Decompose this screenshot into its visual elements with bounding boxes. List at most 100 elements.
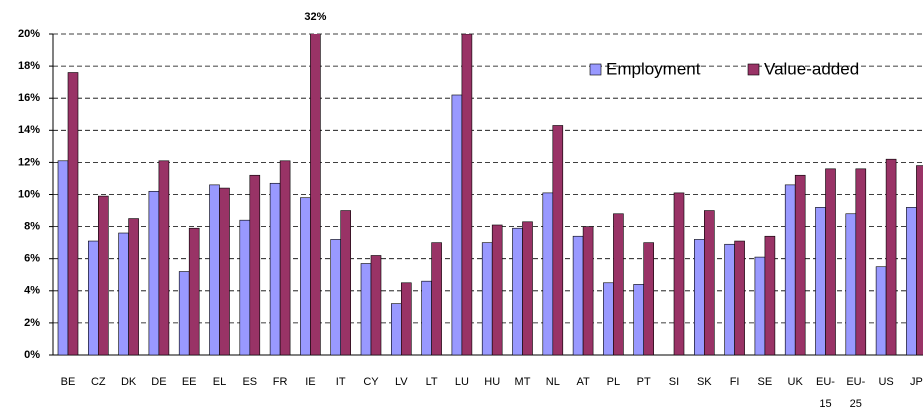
bar — [390, 303, 402, 356]
bar — [118, 232, 129, 356]
bar — [269, 182, 281, 356]
bar — [734, 240, 745, 356]
x-tick-label: FR — [273, 376, 288, 388]
x-tick-label: UK — [788, 376, 804, 388]
x-tick-label: MT — [515, 376, 531, 388]
bar — [542, 192, 554, 356]
y-tick-label: 10% — [18, 188, 40, 200]
y-tick-label: 16% — [18, 92, 40, 104]
bar — [300, 197, 311, 356]
x-tick-label: NL — [546, 376, 560, 388]
bar — [340, 210, 352, 356]
bar — [693, 239, 705, 356]
x-tick-label: PL — [607, 376, 620, 388]
bar — [845, 213, 857, 356]
bar — [794, 174, 806, 356]
bar — [703, 210, 715, 356]
x-tick-label: EU-25 — [846, 376, 865, 410]
bar — [239, 219, 251, 356]
bar — [330, 239, 342, 356]
x-tick-label: ES — [242, 376, 257, 388]
x-tick-label: FI — [730, 376, 740, 388]
bar — [613, 213, 624, 356]
bar — [481, 242, 493, 356]
x-tick-label: BE — [61, 376, 76, 388]
bar — [582, 226, 594, 356]
bar — [128, 218, 139, 356]
y-tick-label: 18% — [18, 60, 40, 72]
bar — [885, 158, 897, 356]
bar — [643, 242, 655, 356]
x-tick-label: SE — [758, 376, 773, 388]
bar — [88, 240, 99, 356]
value-label: 32% — [304, 11, 326, 23]
x-tick-label: PT — [637, 376, 651, 388]
x-tick-label: CZ — [91, 376, 106, 388]
x-tick-label: HU — [484, 376, 500, 388]
y-tick-label: 0% — [24, 349, 40, 361]
x-tick-label: DK — [121, 376, 137, 388]
x-tick-label: LU — [455, 376, 469, 388]
x-tick-label: SI — [669, 376, 679, 388]
bar — [360, 263, 372, 356]
bars — [57, 34, 923, 356]
bar — [764, 235, 776, 356]
bar — [603, 282, 614, 356]
bar — [633, 284, 645, 356]
bar — [158, 160, 170, 356]
bar — [67, 72, 79, 356]
x-tick-label: IT — [336, 376, 346, 388]
bar — [754, 256, 766, 356]
y-tick-label: 4% — [24, 285, 40, 297]
bar — [431, 242, 442, 356]
y-tick-label: 14% — [18, 124, 40, 136]
bar — [673, 192, 685, 356]
bar — [522, 221, 533, 356]
bar — [400, 282, 412, 356]
bar — [875, 266, 887, 356]
bar — [825, 168, 836, 356]
x-tick-label: AT — [576, 376, 590, 388]
bar — [249, 174, 261, 356]
bar — [370, 255, 382, 356]
bar — [57, 160, 69, 356]
bar — [451, 94, 463, 356]
x-tick-label: EU-15 — [816, 376, 835, 410]
bar — [552, 125, 564, 356]
x-tick-label: CY — [363, 376, 379, 388]
bar — [148, 190, 160, 356]
x-tick-label: LT — [426, 376, 438, 388]
bar — [178, 271, 190, 356]
bar — [98, 195, 109, 356]
x-tick-label: EE — [182, 376, 197, 388]
bar — [461, 34, 473, 356]
bar — [209, 184, 220, 356]
bar — [188, 227, 200, 356]
legend-swatch — [589, 63, 602, 76]
y-tick-label: 8% — [24, 221, 40, 233]
x-tick-label: US — [878, 376, 893, 388]
bar — [279, 160, 291, 356]
bar — [855, 168, 867, 356]
bar — [916, 165, 923, 356]
bar — [219, 187, 230, 356]
bar — [815, 207, 826, 356]
x-tick-label: JP — [910, 376, 923, 388]
y-tick-label: 2% — [24, 317, 40, 329]
x-tick-label: EL — [213, 376, 226, 388]
bar — [906, 207, 917, 356]
x-tick-label: DE — [151, 376, 166, 388]
legend-label: Value-added — [764, 59, 859, 78]
x-tick-label: SK — [697, 376, 712, 388]
bar — [572, 235, 584, 356]
y-tick-label: 20% — [18, 28, 40, 40]
x-tick-label: LV — [395, 376, 408, 388]
bar — [310, 34, 321, 356]
bar — [724, 243, 735, 356]
bar — [512, 227, 523, 356]
x-tick-label: IE — [305, 376, 315, 388]
bar — [421, 280, 432, 356]
legend-swatch — [747, 63, 760, 76]
